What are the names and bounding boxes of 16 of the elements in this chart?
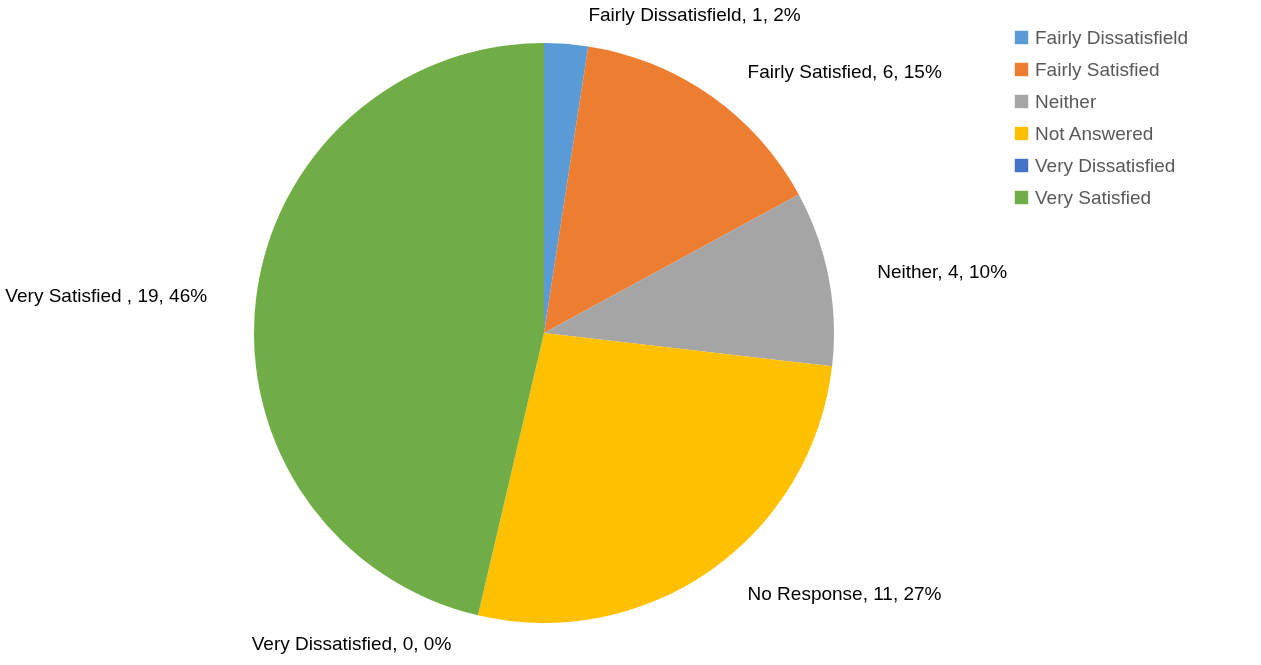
- legend-label: Very Dissatisfied: [1035, 154, 1176, 176]
- legend-label: Very Satisfied: [1035, 186, 1152, 208]
- pie-slice: [544, 46, 799, 333]
- legend-label: Fairly Dissatisfield: [1035, 26, 1189, 48]
- data-label: Very Satisfied , 19, 46%: [5, 285, 208, 307]
- data-label: Fairly Dissatisfield, 1, 2%: [588, 3, 801, 25]
- pie-slice: [544, 43, 589, 333]
- legend-label: Not Answered: [1035, 122, 1154, 144]
- data-label: Neither, 4, 10%: [877, 261, 1008, 283]
- pie-slice: [254, 43, 544, 616]
- legend-label: Neither: [1035, 90, 1097, 112]
- pie-slice: [544, 194, 834, 367]
- data-label: No Response, 11, 27%: [747, 582, 942, 604]
- legend-label: Fairly Satisfied: [1035, 58, 1160, 80]
- text: Very Dissatisfied, 0, 0%: [251, 632, 452, 654]
- data-label: Fairly Satisfied, 6, 15%: [747, 61, 942, 83]
